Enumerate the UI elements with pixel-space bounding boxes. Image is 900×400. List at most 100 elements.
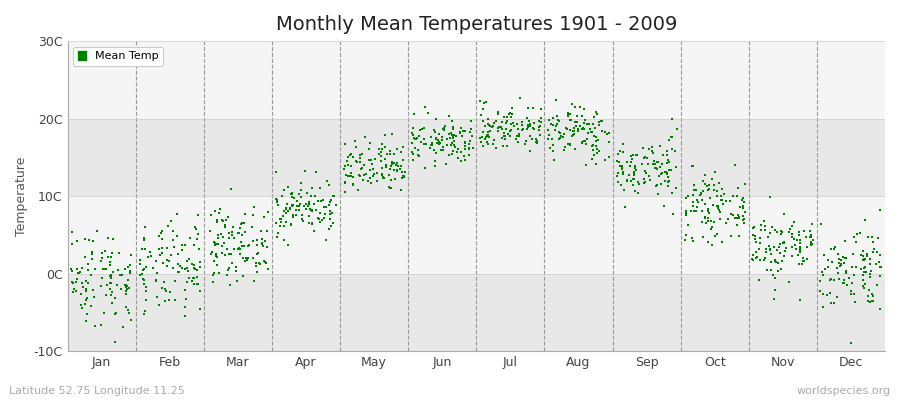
Point: [721, 216, 735, 222]
Point: [512, 131, 526, 138]
Point: [181, 274, 195, 281]
Point: [762, 246, 777, 252]
Point: [533, 132, 547, 138]
Point: [522, 148, 536, 154]
Point: [180, 268, 194, 274]
Point: [328, 202, 343, 208]
Point: [388, 176, 402, 182]
Point: [521, 122, 535, 128]
Point: [286, 202, 301, 208]
Point: [65, 278, 79, 285]
Point: [563, 127, 578, 134]
Point: [781, 279, 796, 286]
Point: [369, 178, 383, 185]
Point: [220, 214, 235, 220]
Point: [405, 140, 419, 146]
Point: [695, 207, 709, 214]
Point: [580, 121, 594, 128]
Point: [281, 184, 295, 190]
Point: [315, 197, 329, 204]
Point: [602, 154, 616, 160]
Point: [295, 218, 310, 224]
Point: [797, 228, 812, 234]
Point: [680, 208, 694, 214]
Point: [489, 144, 503, 151]
Point: [292, 191, 306, 197]
Point: [281, 208, 295, 214]
Point: [661, 182, 675, 189]
Point: [482, 134, 496, 140]
Point: [463, 141, 477, 147]
Point: [305, 208, 320, 214]
Point: [858, 264, 872, 270]
Point: [872, 273, 886, 280]
Point: [231, 230, 246, 236]
Point: [848, 298, 862, 305]
Point: [590, 143, 604, 150]
Point: [477, 123, 491, 130]
Point: [216, 234, 230, 240]
Point: [497, 132, 511, 139]
Point: [650, 166, 664, 172]
Point: [178, 286, 193, 293]
Point: [81, 267, 95, 273]
Point: [669, 185, 683, 192]
Point: [724, 233, 738, 239]
Point: [767, 296, 781, 302]
Point: [491, 109, 506, 115]
Point: [454, 132, 469, 139]
Point: [770, 259, 784, 266]
Point: [211, 235, 225, 242]
Point: [393, 163, 408, 170]
Point: [112, 272, 127, 278]
Point: [75, 280, 89, 286]
Point: [135, 267, 149, 274]
Point: [483, 128, 498, 134]
Point: [702, 186, 716, 192]
Point: [160, 244, 175, 251]
Point: [259, 260, 274, 266]
Point: [615, 166, 629, 172]
Point: [873, 252, 887, 258]
Point: [480, 139, 494, 145]
Point: [87, 323, 102, 329]
Point: [302, 201, 316, 208]
Point: [274, 216, 288, 222]
Bar: [68, 196, 885, 274]
Point: [366, 166, 381, 173]
Point: [532, 127, 546, 133]
Point: [792, 261, 806, 267]
Point: [219, 217, 233, 223]
Point: [146, 265, 160, 272]
Point: [396, 157, 410, 163]
Point: [580, 136, 594, 142]
Point: [71, 270, 86, 276]
Point: [352, 172, 366, 179]
Point: [486, 123, 500, 130]
Point: [564, 117, 579, 123]
Point: [752, 235, 767, 241]
Point: [152, 302, 166, 308]
Point: [76, 265, 90, 271]
Point: [614, 182, 628, 189]
Point: [701, 209, 716, 216]
Point: [238, 254, 253, 261]
Point: [354, 165, 368, 172]
Point: [757, 218, 771, 224]
Point: [447, 144, 462, 150]
Point: [292, 202, 306, 209]
Point: [873, 207, 887, 214]
Point: [233, 225, 248, 232]
Point: [428, 129, 442, 136]
Point: [532, 124, 546, 131]
Point: [749, 239, 763, 245]
Point: [464, 118, 478, 124]
Point: [664, 145, 679, 152]
Point: [313, 219, 328, 225]
Point: [650, 182, 664, 188]
Point: [863, 256, 878, 262]
Point: [864, 234, 878, 240]
Point: [74, 290, 88, 297]
Point: [269, 196, 284, 202]
Point: [392, 163, 406, 169]
